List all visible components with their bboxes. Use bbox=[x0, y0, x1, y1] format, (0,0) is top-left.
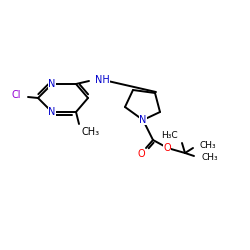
Text: NH: NH bbox=[95, 75, 110, 85]
Text: N: N bbox=[48, 79, 56, 89]
Text: CH₃: CH₃ bbox=[81, 127, 99, 137]
Text: CH₃: CH₃ bbox=[200, 140, 216, 149]
Text: N: N bbox=[139, 115, 147, 125]
Text: H₃C: H₃C bbox=[162, 132, 178, 140]
Text: CH₃: CH₃ bbox=[201, 154, 218, 162]
Text: O: O bbox=[137, 149, 145, 159]
Text: O: O bbox=[163, 143, 171, 153]
Text: N: N bbox=[48, 107, 56, 117]
Text: Cl: Cl bbox=[12, 90, 21, 100]
